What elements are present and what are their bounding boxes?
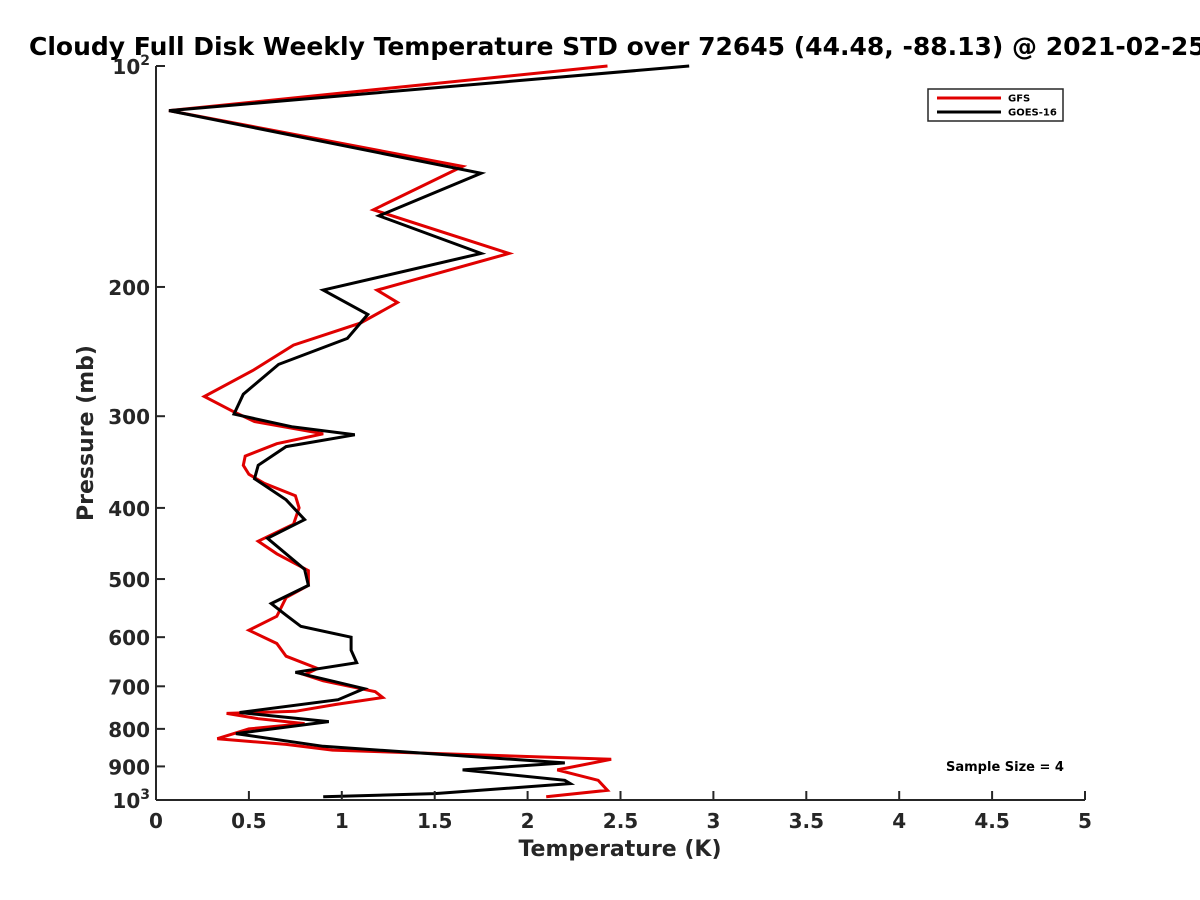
legend-label: GFS bbox=[1008, 94, 1030, 105]
legend: GFS GOES-16 bbox=[927, 88, 1064, 122]
series-line-gfs bbox=[168, 64, 612, 799]
x-axis-label: Temperature (K) bbox=[518, 837, 721, 862]
x-tick-label: 3 bbox=[706, 809, 720, 833]
y-tick-label: 900 bbox=[108, 755, 150, 779]
series-line-goes-16 bbox=[168, 64, 690, 799]
y-tick-label: 600 bbox=[108, 626, 150, 650]
y-tick-label: 102 bbox=[112, 53, 150, 79]
sample-size-annotation: Sample Size = 4 bbox=[946, 760, 1064, 775]
legend-label: GOES-16 bbox=[1008, 108, 1057, 119]
x-tick-label: 4.5 bbox=[974, 809, 1009, 833]
x-tick-label: 5 bbox=[1078, 809, 1092, 833]
y-tick-label: 200 bbox=[108, 276, 150, 300]
y-tick-label: 103 bbox=[112, 787, 150, 813]
chart-title: Cloudy Full Disk Weekly Temperature STD … bbox=[29, 32, 1200, 61]
y-tick-label: 500 bbox=[108, 568, 150, 592]
y-axis-label: Pressure (mb) bbox=[74, 345, 99, 521]
x-tick-label: 4 bbox=[892, 809, 906, 833]
x-tick-label: 1.5 bbox=[417, 809, 452, 833]
y-tick-label: 300 bbox=[108, 405, 150, 429]
x-tick-label: 2 bbox=[521, 809, 535, 833]
y-tick-label: 700 bbox=[108, 675, 150, 699]
x-tick-label: 0 bbox=[149, 809, 163, 833]
x-tick-label: 1 bbox=[335, 809, 349, 833]
legend-box bbox=[927, 88, 1064, 122]
x-tick-label: 0.5 bbox=[231, 809, 266, 833]
y-tick-label: 400 bbox=[108, 497, 150, 521]
x-tick-label: 3.5 bbox=[789, 809, 824, 833]
x-tick-label: 2.5 bbox=[603, 809, 638, 833]
y-tick-label: 800 bbox=[108, 718, 150, 742]
